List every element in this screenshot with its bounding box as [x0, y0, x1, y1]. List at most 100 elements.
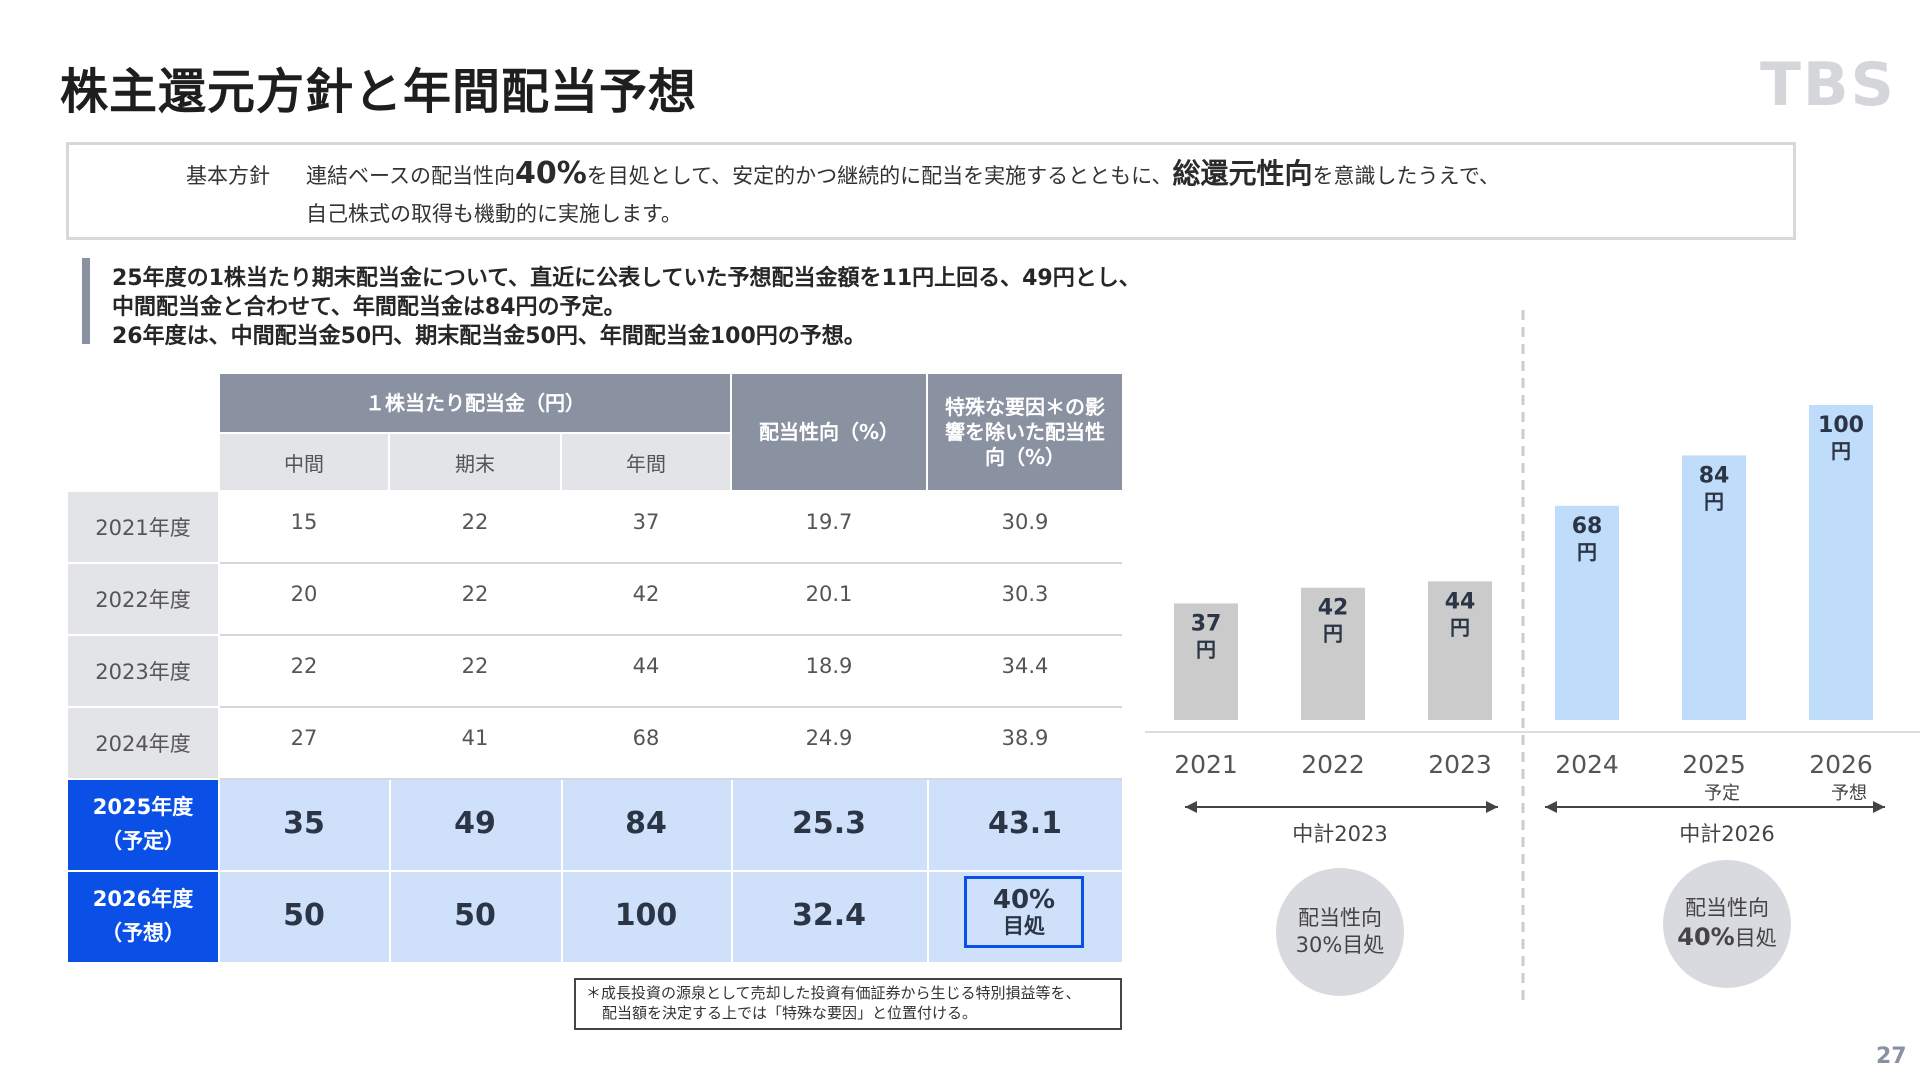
target-payout-label: 目処 [1003, 913, 1045, 938]
x-tick-label: 2023 [1428, 750, 1492, 779]
period-arrow-2026-head-right [1873, 801, 1885, 813]
cell-adjusted-payout: 43.1 [987, 806, 1063, 841]
cell-year-end: 49 [454, 806, 496, 841]
footnote-box: ＊成長投資の源泉として売却した投資有価証券から生じる特別損益等を、 配当額を決定… [574, 978, 1122, 1030]
highlight-row-band [220, 780, 1122, 870]
bar-2022 [1301, 587, 1365, 720]
row-year-label: 2024年度 [95, 732, 191, 756]
note-line-3: 26年度は、中間配当金50円、期末配当金50円、年間配当金100円の予想。 [112, 324, 866, 349]
policy-payout-pct: 40% [514, 156, 587, 191]
cell-annual: 100 [614, 898, 678, 933]
data-label-value: 68 [1572, 514, 1603, 539]
row-header-2: 2022年度 [68, 564, 218, 634]
data-label-value: 37 [1191, 611, 1222, 636]
cell-payout: 20.1 [805, 582, 853, 606]
cell-payout: 32.4 [791, 898, 867, 933]
policy-box [66, 142, 1796, 240]
policy-text-line2: 自己株式の取得も機動的に実施します。 [306, 202, 682, 226]
cell-annual: 42 [632, 582, 660, 606]
cell-interim: 22 [290, 654, 318, 678]
circle-line2: 30%目処 [1295, 933, 1385, 957]
note-accent-bar [82, 258, 90, 344]
data-label-value: 100 [1818, 413, 1864, 438]
dividend-bar-chart: 37円202142円202244円202368円202484円2025予定100… [1145, 310, 1920, 1000]
cell-payout: 24.9 [805, 726, 853, 750]
cell-year-end: 50 [454, 898, 496, 933]
note-line-2: 中間配当金と合わせて、年間配当金は84円の予定。 [112, 295, 626, 320]
data-label-value: 84 [1699, 463, 1730, 488]
cell-adjusted-payout: 30.9 [1001, 510, 1049, 534]
cell-annual: 68 [632, 726, 660, 750]
cell-interim: 50 [283, 898, 325, 933]
cell-payout: 19.7 [805, 510, 853, 534]
row-header-6: 2026年度 （予想） [68, 872, 218, 962]
x-tick-label: 2021 [1174, 750, 1238, 779]
cell-payout: 25.3 [791, 806, 867, 841]
x-tick-note: 予想 [1831, 783, 1867, 804]
bar-2023 [1428, 581, 1492, 720]
circle-line1: 配当性向 [1685, 895, 1769, 920]
period-arrow-2023-head-right [1486, 801, 1498, 813]
policy-text-mid: を目処として、安定的かつ継続的に配当を実施するとともに、 [586, 164, 1173, 188]
row-separator [220, 634, 1122, 636]
bar-2024 [1555, 505, 1619, 720]
cell-interim: 35 [283, 806, 325, 841]
row-year-label: 2026年度 [92, 887, 194, 912]
row-header-4: 2024年度 [68, 708, 218, 778]
period-label-2023: 中計2023 [1292, 822, 1387, 846]
cell-interim: 15 [290, 510, 318, 534]
header-payout-ratio: 配当性向（%） [732, 374, 926, 490]
cell-adjusted-payout: 34.4 [1001, 654, 1049, 678]
data-label-unit: 円 [1831, 439, 1851, 463]
cell-annual: 84 [625, 806, 667, 841]
target-payout-pct: 40% [992, 885, 1056, 916]
data-label-unit: 円 [1323, 622, 1343, 646]
cell-adjusted-payout: 30.3 [1001, 582, 1049, 606]
subheader-year-end: 期末 [390, 434, 560, 490]
circle-line2: 40%目処 [1677, 922, 1776, 953]
cell-adjusted-payout: 38.9 [1001, 726, 1049, 750]
policy-text-pre: 連結ベースの配当性向 [306, 164, 515, 188]
cell-year-end: 22 [461, 582, 489, 606]
footnote-line-1: ＊成長投資の源泉として売却した投資有価証券から生じる特別損益等を、 [586, 984, 1081, 1002]
page-number: 27 [1876, 1044, 1907, 1069]
period-arrow-2026-head-left [1545, 801, 1557, 813]
row-year-label: 2025年度 [92, 795, 194, 820]
tbs-logo: TBS [1760, 50, 1896, 120]
data-label-value: 42 [1318, 596, 1349, 621]
column-separator [389, 780, 391, 962]
cell-annual: 44 [632, 654, 660, 678]
cell-year-end: 41 [461, 726, 489, 750]
bar-2025 [1682, 455, 1746, 720]
cell-payout: 18.9 [805, 654, 853, 678]
cell-year-end: 22 [461, 510, 489, 534]
x-tick-label: 2026 [1809, 750, 1873, 779]
x-tick-label: 2022 [1301, 750, 1365, 779]
column-separator [561, 780, 563, 962]
data-label-unit: 円 [1577, 540, 1597, 564]
payout-target-circle-2026: 配当性向 40%目処 [1663, 860, 1791, 988]
page-title: 株主還元方針と年間配当予想 [60, 64, 698, 120]
column-separator [731, 780, 733, 962]
row-header-1: 2021年度 [68, 492, 218, 562]
policy-text-line1: 連結ベースの配当性向40%を目処として、安定的かつ継続的に配当を実施するとともに… [306, 152, 1500, 192]
bar-2021 [1174, 603, 1238, 720]
header-dividend-per-share: １株当たり配当金（円） [220, 374, 730, 432]
data-label-unit: 円 [1450, 615, 1470, 639]
bar-2026 [1809, 405, 1873, 720]
header-adjusted-payout-ratio: 特殊な要因＊の影響を除いた配当性向（%） [928, 374, 1122, 490]
row-year-label: 2023年度 [95, 660, 191, 684]
row-separator [220, 778, 1122, 780]
data-label-value: 44 [1445, 589, 1476, 614]
cell-annual: 37 [632, 510, 660, 534]
data-label-unit: 円 [1704, 489, 1724, 513]
row-header-5: 2025年度 （予定） [68, 780, 218, 870]
subheader-annual: 年間 [562, 434, 730, 490]
period-label-2026: 中計2026 [1679, 822, 1774, 846]
policy-text-post: を意識したうえで、 [1312, 164, 1500, 188]
row-status-label: （予定） [101, 829, 185, 853]
note-line-1: 25年度の1株当たり期末配当金について、直近に公表していた予想配当金額を11円上… [112, 266, 1141, 291]
payout-target-circle-2023: 配当性向 30%目処 [1276, 868, 1404, 996]
x-tick-label: 2024 [1555, 750, 1619, 779]
row-header-3: 2023年度 [68, 636, 218, 706]
